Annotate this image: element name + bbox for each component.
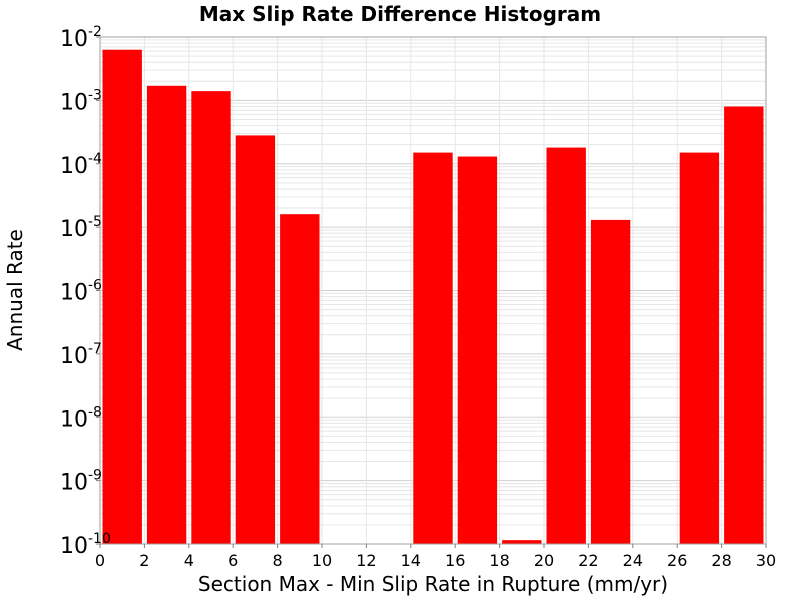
histogram-bar xyxy=(280,214,320,544)
histogram-bar xyxy=(146,85,187,545)
histogram-bar xyxy=(413,152,453,544)
histogram-bar xyxy=(102,49,142,544)
y-tick-exponent: -10 xyxy=(88,531,111,547)
y-tick-exponent: -5 xyxy=(88,214,102,230)
y-tick-label: 10-2 xyxy=(60,24,102,52)
y-tick-label: 10-8 xyxy=(60,404,102,432)
histogram-bar xyxy=(546,147,586,545)
y-tick-label: 10-10 xyxy=(60,531,111,559)
x-tick-label: 30 xyxy=(756,551,776,570)
y-tick-exponent: -3 xyxy=(88,87,102,103)
y-tick-base: 10 xyxy=(60,471,88,496)
x-tick-label: 10 xyxy=(312,551,332,570)
x-tick-label: 12 xyxy=(356,551,376,570)
x-tick-label: 2 xyxy=(139,551,149,570)
y-tick-exponent: -4 xyxy=(88,151,102,167)
x-tick-label: 4 xyxy=(184,551,194,570)
x-tick-label: 14 xyxy=(401,551,421,570)
y-tick-exponent: -2 xyxy=(88,24,102,40)
y-tick-base: 10 xyxy=(60,281,88,306)
y-tick-base: 10 xyxy=(60,90,88,115)
x-tick-label: 0 xyxy=(95,551,105,570)
chart-title: Max Slip Rate Difference Histogram xyxy=(199,2,601,26)
y-axis-label: Annual Rate xyxy=(3,229,27,351)
y-tick-label: 10-5 xyxy=(60,214,102,242)
x-tick-label: 22 xyxy=(578,551,598,570)
x-axis-label: Section Max - Min Slip Rate in Rupture (… xyxy=(198,572,668,596)
y-tick-base: 10 xyxy=(60,154,88,179)
histogram-bar xyxy=(724,106,764,545)
x-tick-label: 18 xyxy=(489,551,509,570)
x-tick-label: 8 xyxy=(273,551,283,570)
y-tick-base: 10 xyxy=(60,27,88,52)
y-tick-label: 10-9 xyxy=(60,468,102,496)
histogram-bar xyxy=(235,135,276,544)
y-tick-base: 10 xyxy=(60,217,88,242)
y-tick-base: 10 xyxy=(60,407,88,432)
y-tick-exponent: -7 xyxy=(88,341,102,357)
y-tick-base: 10 xyxy=(60,344,88,369)
plot-area: 0 2 4 6 8 10 12 14 16 18 20 22 24 26 28 3010-210-310-41… xyxy=(60,24,776,570)
histogram-bar xyxy=(679,152,720,544)
histogram-bar xyxy=(590,219,631,544)
y-tick-base: 10 xyxy=(60,534,88,559)
y-tick-exponent: -6 xyxy=(88,278,102,294)
y-tick-exponent: -9 xyxy=(88,468,102,484)
x-tick-label: 20 xyxy=(534,551,554,570)
y-tick-exponent: -8 xyxy=(88,404,102,420)
histogram-bar xyxy=(191,91,231,544)
histogram-bar xyxy=(457,156,498,544)
histogram-bar xyxy=(502,540,542,544)
y-tick-label: 10-4 xyxy=(60,151,102,179)
x-tick-label: 6 xyxy=(228,551,238,570)
x-tick-label: 16 xyxy=(445,551,465,570)
y-tick-label: 10-3 xyxy=(60,87,102,115)
x-tick-label: 28 xyxy=(711,551,731,570)
x-tick-label: 26 xyxy=(667,551,687,570)
y-tick-label: 10-6 xyxy=(60,278,102,306)
y-tick-label: 10-7 xyxy=(60,341,102,369)
x-tick-label: 24 xyxy=(623,551,643,570)
